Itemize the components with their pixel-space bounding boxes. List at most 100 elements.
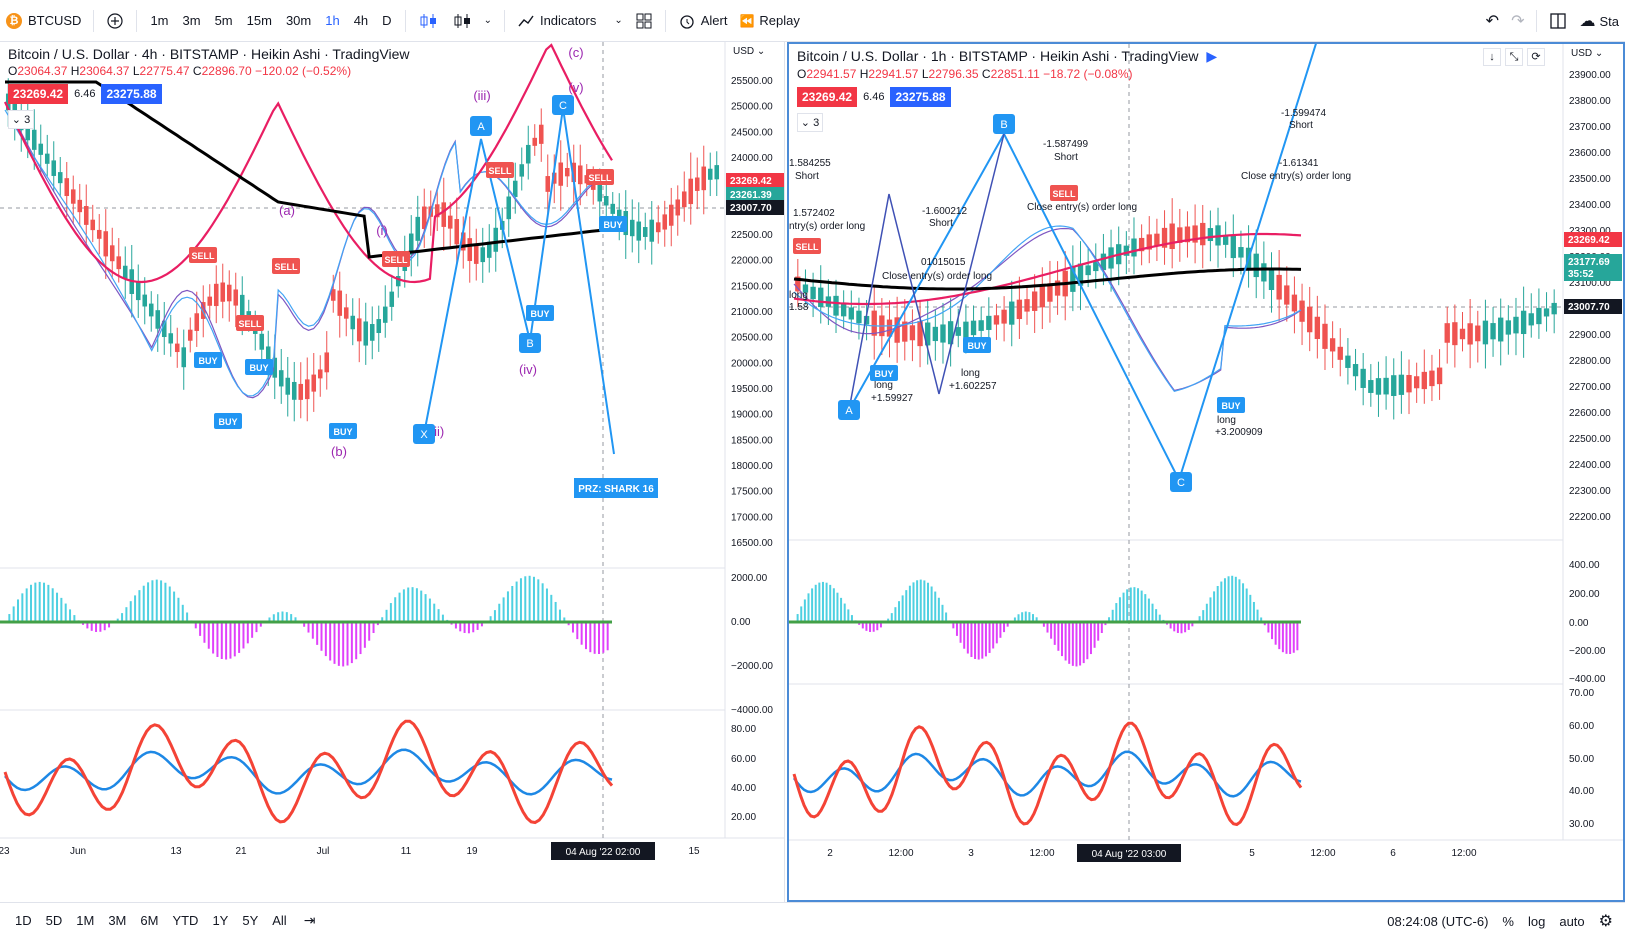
candle-body xyxy=(220,282,226,302)
buy-price-button[interactable]: 23275.88 xyxy=(101,84,162,104)
symbol-search[interactable]: ₿ BTCUSD xyxy=(0,0,87,42)
undo-button[interactable]: ↶ xyxy=(1480,0,1505,42)
candle-body xyxy=(1093,260,1099,272)
candle-body xyxy=(363,321,369,346)
range-ytd[interactable]: YTD xyxy=(172,913,199,928)
interval-30m[interactable]: 30m xyxy=(285,13,312,28)
candle-body xyxy=(161,320,167,338)
candle-body xyxy=(1070,266,1076,292)
arrow-down-button[interactable]: ↓ xyxy=(1483,48,1501,66)
replay-button[interactable]: ⏪ Replay xyxy=(733,0,805,42)
layout-split-button[interactable] xyxy=(1543,0,1573,42)
range-6m[interactable]: 6M xyxy=(140,913,159,928)
price-tick-label: 22600.00 xyxy=(1569,408,1611,419)
candle-body xyxy=(1429,370,1435,387)
buy-price-button[interactable]: 23275.88 xyxy=(890,87,951,107)
interval-5m[interactable]: 5m xyxy=(214,13,233,28)
interval-D[interactable]: D xyxy=(382,13,392,28)
candle-body xyxy=(330,289,336,301)
date-range-group: 1D 5D 1M 3M 6M YTD 1Y 5Y All xyxy=(8,913,294,928)
candle-body xyxy=(200,302,206,319)
auto-toggle[interactable]: auto xyxy=(1559,913,1585,929)
log-toggle[interactable]: log xyxy=(1527,913,1546,929)
price-tick-label: 17500.00 xyxy=(731,487,773,498)
range-3m[interactable]: 3M xyxy=(108,913,127,928)
candle-body xyxy=(512,180,518,198)
pattern-point-box xyxy=(838,400,860,420)
interval-4h[interactable]: 4h xyxy=(353,13,369,28)
percent-toggle[interactable]: % xyxy=(1502,913,1514,929)
indicators-button[interactable]: Indicators ⌄ xyxy=(511,0,629,42)
range-5y[interactable]: 5Y xyxy=(242,913,259,928)
candle-body xyxy=(64,178,70,197)
candle-body xyxy=(454,219,460,245)
strategy-annotation: Close entry(s) order long xyxy=(1027,202,1137,213)
range-1m[interactable]: 1M xyxy=(76,913,95,928)
cloud-save-button[interactable]: ☁ Sta xyxy=(1573,0,1625,42)
macd-tick-label: 0.00 xyxy=(731,617,751,628)
candle-body xyxy=(480,247,486,263)
time-tick-label: 12:00 xyxy=(1451,848,1476,859)
price-axis-label: 23177.69 xyxy=(1568,257,1610,268)
price-tick-label: 23100.00 xyxy=(1569,278,1611,289)
range-all[interactable]: All xyxy=(272,913,287,928)
sell-price-button[interactable]: 23269.42 xyxy=(797,87,858,107)
chart-pane-4h[interactable]: USD ⌄25500.0025000.0024500.0024000.00235… xyxy=(0,42,785,902)
sell-signal-label-box xyxy=(486,162,514,178)
bar-style-button[interactable] xyxy=(412,0,446,42)
candle-body xyxy=(57,172,63,184)
crosshair-time-label: 04 Aug '22 03:00 xyxy=(1092,849,1167,860)
gear-icon[interactable]: ⚙ xyxy=(1598,913,1613,930)
crosshair-time-label: 04 Aug '22 02:00 xyxy=(566,847,641,858)
sell-signal-label-box xyxy=(272,258,300,274)
range-1d[interactable]: 1D xyxy=(15,913,32,928)
candle-body xyxy=(96,229,102,239)
sell-signal-label: SELL xyxy=(795,242,819,252)
rsi-tick-label: 20.00 xyxy=(731,812,756,823)
sync-button[interactable]: ⟳ xyxy=(1527,48,1545,66)
chart-pane-1h[interactable]: USD ⌄ 23900.00 23800.00 23700.00 23600.00 235… xyxy=(787,42,1625,902)
candle-body xyxy=(1291,294,1298,312)
candle-body xyxy=(1024,299,1030,312)
buy-signal-label-box xyxy=(526,305,554,321)
calendar-goto-icon[interactable]: ⇥ xyxy=(303,912,316,928)
layouts-button[interactable] xyxy=(629,0,659,42)
candle-body xyxy=(795,276,801,292)
price-tick-label: 20500.00 xyxy=(731,333,773,344)
candle-body xyxy=(525,144,531,164)
candle-body xyxy=(629,219,635,237)
macd-tick-label: −4000.00 xyxy=(731,705,773,716)
range-5d[interactable]: 5D xyxy=(45,913,63,928)
price-tick-label: 21000.00 xyxy=(731,307,773,318)
maximize-button[interactable]: ⤡ xyxy=(1505,48,1523,66)
chart-type-button[interactable]: ⌄ xyxy=(446,0,498,42)
price-tick-label: 23600.00 xyxy=(1569,148,1611,159)
redo-button[interactable]: ↷ xyxy=(1505,0,1530,42)
elliott-wave-label: (a) xyxy=(279,203,295,218)
strategy-annotation: -1.600212 xyxy=(922,206,967,217)
strategy-annotation: +3.200909 xyxy=(1215,427,1263,438)
indicators-collapse-button[interactable]: ⌄ 3 xyxy=(797,113,823,132)
split-layout-icon xyxy=(1550,13,1567,29)
sell-signal-label-box xyxy=(236,315,264,331)
sell-price-button[interactable]: 23269.42 xyxy=(8,84,69,104)
compare-add-button[interactable] xyxy=(100,0,130,42)
alert-button[interactable]: Alert xyxy=(672,0,734,42)
indicators-collapse-button[interactable]: ⌄ 3 xyxy=(8,110,34,129)
interval-1h[interactable]: 1h xyxy=(325,13,340,28)
chart-canvas-4h[interactable]: USD ⌄25500.0025000.0024500.0024000.00235… xyxy=(0,42,785,902)
ohlc-values: O23064.37 H23064.37 L22775.47 C22896.70 … xyxy=(8,64,352,78)
price-axis-label: 23269.42 xyxy=(730,176,772,187)
chart-canvas-1h[interactable]: USD ⌄23900.0023800.0023700.0023600.00235… xyxy=(789,44,1625,902)
candle-body xyxy=(415,216,421,241)
buy-signal-label: BUY xyxy=(198,356,217,366)
interval-15m[interactable]: 15m xyxy=(246,13,272,28)
interval-1m[interactable]: 1m xyxy=(150,13,169,28)
price-tick-label: 22800.00 xyxy=(1569,356,1611,367)
candle-body xyxy=(932,326,939,342)
range-1y[interactable]: 1Y xyxy=(212,913,229,928)
candle-body xyxy=(1490,323,1496,340)
buy-signal-label-box xyxy=(194,352,222,368)
price-tick-label: 20000.00 xyxy=(731,358,773,369)
interval-3m[interactable]: 3m xyxy=(182,13,201,28)
